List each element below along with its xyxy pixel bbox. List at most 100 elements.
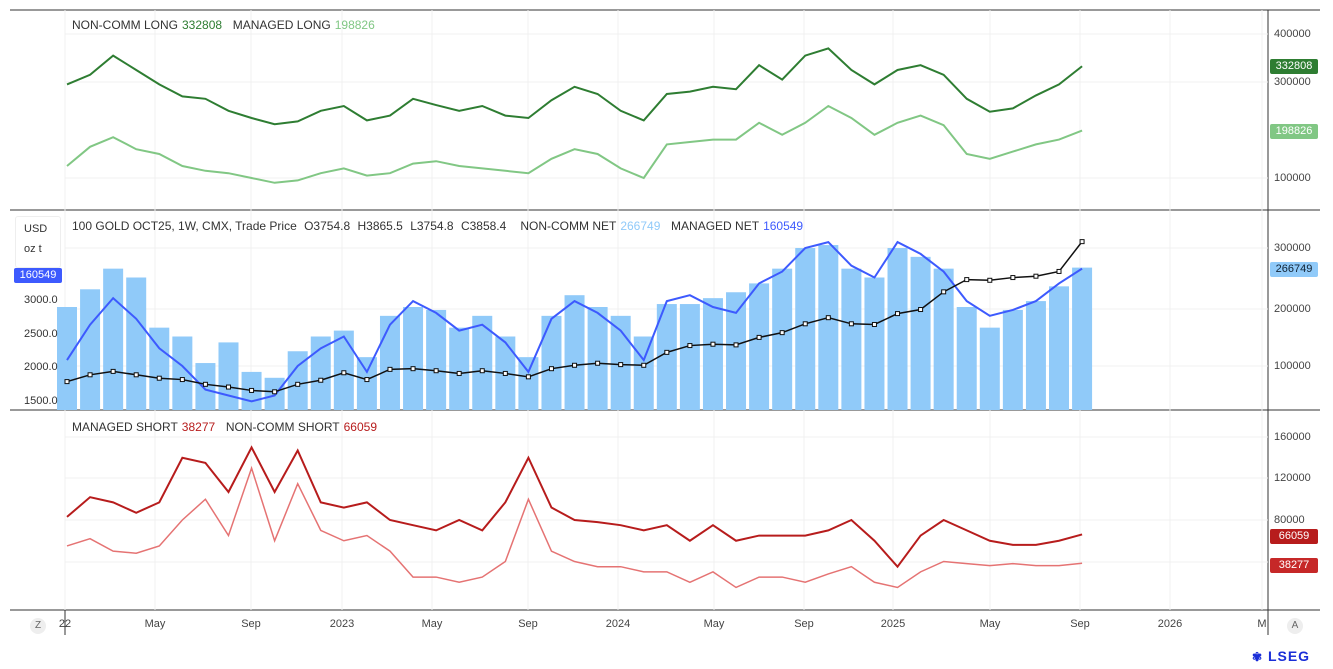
price-candle [779,330,785,336]
zoom-button[interactable]: Z [30,618,46,634]
logo-text: LSEG [1267,648,1311,664]
x-tick: 2025 [880,618,906,630]
left-tick: 2000.0 [24,361,58,373]
non-comm-net-bar [379,315,400,410]
legend-value: 38277 [181,420,216,434]
non-comm-net-bar [1002,309,1023,410]
x-tick: May [144,618,166,630]
price-candle [1010,275,1016,281]
x-tick: 22 [58,618,72,630]
price-candle [1056,268,1062,274]
non-comm-net-bar [726,292,747,410]
top-legend: NON-COMM LONG 332808 MANAGED LONG 198826 [72,18,379,32]
ohlc-open: O3754.8 [304,219,351,233]
non-comm-net-bar [1072,267,1093,410]
legend-value: 198826 [334,18,375,32]
non-comm-short-badge: 66059 [1270,529,1318,544]
auto-scale-button[interactable]: A [1287,618,1303,634]
y-tick: 160000 [1274,431,1311,443]
non-comm-net-bar [933,268,954,410]
price-candle [941,289,947,295]
price-candle [987,277,993,283]
x-tick: 2023 [329,618,355,630]
price-candle [664,349,670,355]
price-candle [364,377,370,383]
legend-value: 332808 [182,18,223,32]
non-comm-net-bar [449,327,470,410]
price-candle [387,366,393,372]
non-comm-net-bar [841,268,862,410]
x-tick: 2026 [1157,618,1183,630]
price-candle [871,321,877,327]
non-comm-net-bar [541,315,562,410]
x-tick: May [421,618,443,630]
non-comm-net-bar [472,315,493,410]
non-comm-net-bar [356,357,377,410]
mid-legend: 100 GOLD OCT25, 1W, CMX, Trade Price O37… [72,219,807,233]
non-comm-net-bar [1025,301,1046,410]
price-candle [618,362,624,368]
price-candle [87,372,93,378]
price-candle [1079,239,1085,245]
non-comm-net-bar [679,304,700,410]
price-candle [249,387,255,393]
non-comm-net-bar [310,336,331,410]
non-comm-net-bar [656,304,677,410]
price-candle [710,341,716,347]
non-comm-net-bar [1049,286,1070,410]
non-comm-net-bar [518,357,539,410]
y-tick: 100000 [1274,172,1311,184]
price-candle [595,360,601,366]
price-candle [410,366,416,372]
price-candle [133,372,139,378]
ohlc-low: L3754.8 [410,219,454,233]
legend-value: 160549 [763,219,804,233]
price-candle [1033,273,1039,279]
price-candle [225,384,231,390]
legend-label: MANAGED LONG [232,18,331,32]
managed-long-line [66,104,1083,184]
y-tick: 100000 [1274,360,1311,372]
price-candle [825,315,831,321]
y-tick: 80000 [1274,514,1305,526]
y-tick: 300000 [1274,242,1311,254]
price-candle [110,368,116,374]
price-candle [525,374,531,380]
price-candle [641,362,647,368]
x-tick: Sep [794,618,814,630]
y-tick: 200000 [1274,303,1311,315]
non-comm-net-badge: 266749 [1270,262,1318,277]
legend-label: NON-COMM LONG [72,18,178,32]
non-comm-net-bar [426,309,447,410]
price-candle [179,377,185,383]
price-candle [733,342,739,348]
y-tick: 300000 [1274,76,1311,88]
non-comm-net-bar [633,336,654,410]
unit-selector[interactable]: USD oz t [15,216,61,268]
x-tick: May [703,618,725,630]
price-candle [918,307,924,313]
y-tick: 120000 [1274,472,1311,484]
price-candle [156,375,162,381]
x-tick: Sep [1070,618,1090,630]
non-comm-net-bar [103,268,124,410]
left-tick: 3000.0 [24,294,58,306]
non-comm-net-bar [287,351,308,410]
managed-net-line [66,240,1083,403]
instrument-label: 100 GOLD OCT25, 1W, CMX, Trade Price [72,219,297,233]
non-comm-net-bar [702,298,723,410]
managed-short-badge: 38277 [1270,558,1318,573]
non-comm-net-bar [172,336,193,410]
non-comm-net-bar [126,277,147,410]
non-comm-net-bar [772,268,793,410]
non-comm-net-bar [818,245,839,410]
non-comm-net-bar [149,327,170,410]
price-candle [848,321,854,327]
currency-label: USD [24,223,48,235]
non-comm-net-bar [403,307,424,410]
legend-value: 266749 [620,219,661,233]
unit-label: oz t [24,243,42,255]
price-candle [502,370,508,376]
y-tick: 400000 [1274,28,1311,40]
